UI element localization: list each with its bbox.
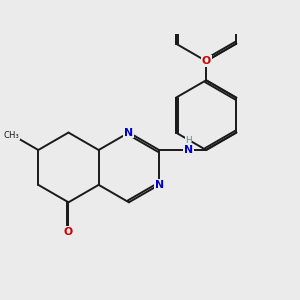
Text: N: N bbox=[124, 128, 134, 138]
Text: N: N bbox=[154, 180, 164, 190]
Text: O: O bbox=[64, 227, 73, 237]
Text: CH₃: CH₃ bbox=[4, 131, 20, 140]
Text: H: H bbox=[185, 136, 192, 145]
Text: N: N bbox=[184, 145, 193, 155]
Text: O: O bbox=[202, 56, 211, 66]
